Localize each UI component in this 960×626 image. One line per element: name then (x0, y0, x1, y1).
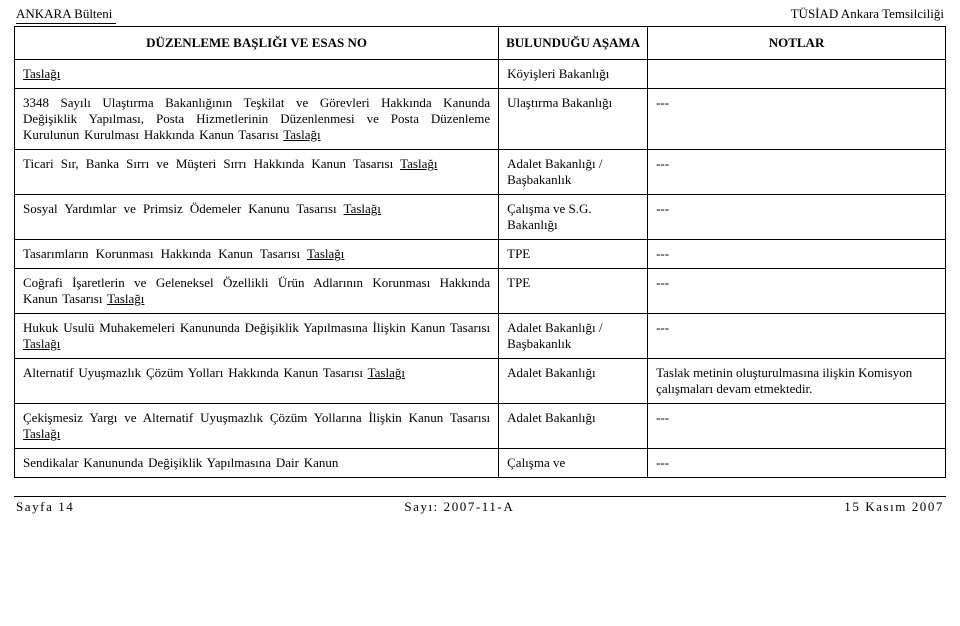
table-row: Sendikalar Kanununda Değişiklik Yapılmas… (15, 449, 946, 478)
table-row: Çekişmesiz Yargı ve Alternatif Uyuşmazlı… (15, 404, 946, 449)
regulation-stage: Çalışma ve S.G. Bakanlığı (499, 195, 648, 240)
table-row: Ticari Sır, Banka Sırrı ve Müşteri Sırrı… (15, 150, 946, 195)
regulation-stage: Ulaştırma Bakanlığı (499, 89, 648, 150)
col-header-title: DÜZENLEME BAŞLIĞI VE ESAS NO (15, 27, 499, 60)
regulation-notes: --- (648, 314, 946, 359)
regulation-title: Hukuk Usulü Muhakemeleri Kanununda Değiş… (15, 314, 499, 359)
regulation-notes: --- (648, 89, 946, 150)
page-footer: Sayfa 14 Sayı: 2007-11-A 15 Kasım 2007 (14, 496, 946, 515)
col-header-stage: BULUNDUĞU AŞAMA (499, 27, 648, 60)
regulation-title: Taslağı (15, 60, 499, 89)
regulation-title: 3348 Sayılı Ulaştırma Bakanlığının Teşki… (15, 89, 499, 150)
table-row: TaslağıKöyişleri Bakanlığı (15, 60, 946, 89)
regulation-stage: Adalet Bakanlığı (499, 404, 648, 449)
page-header: ANKARA Bülteni TÜSİAD Ankara Temsilciliğ… (14, 6, 946, 24)
regulation-stage: Adalet Bakanlığı / Başbakanlık (499, 314, 648, 359)
regulation-stage: TPE (499, 269, 648, 314)
regulation-title: Tasarımların Korunması Hakkında Kanun Ta… (15, 240, 499, 269)
regulation-stage: Çalışma ve (499, 449, 648, 478)
regulation-notes: --- (648, 449, 946, 478)
table-row: Tasarımların Korunması Hakkında Kanun Ta… (15, 240, 946, 269)
footer-page: Sayfa 14 (16, 499, 74, 515)
regulations-table: DÜZENLEME BAŞLIĞI VE ESAS NO BULUNDUĞU A… (14, 26, 946, 478)
regulation-title: Çekişmesiz Yargı ve Alternatif Uyuşmazlı… (15, 404, 499, 449)
regulation-title: Coğrafi İşaretlerin ve Geleneksel Özelli… (15, 269, 499, 314)
table-row: 3348 Sayılı Ulaştırma Bakanlığının Teşki… (15, 89, 946, 150)
regulation-notes: Taslak metinin oluşturulmasına ilişkin K… (648, 359, 946, 404)
header-right: TÜSİAD Ankara Temsilciliği (791, 6, 944, 24)
footer-issue: Sayı: 2007-11-A (404, 499, 514, 515)
table-row: Sosyal Yardımlar ve Primsiz Ödemeler Kan… (15, 195, 946, 240)
regulation-notes: --- (648, 404, 946, 449)
regulation-notes: --- (648, 150, 946, 195)
table-row: Hukuk Usulü Muhakemeleri Kanununda Değiş… (15, 314, 946, 359)
regulation-notes (648, 60, 946, 89)
regulation-stage: Adalet Bakanlığı (499, 359, 648, 404)
col-header-notes: NOTLAR (648, 27, 946, 60)
regulation-title: Sosyal Yardımlar ve Primsiz Ödemeler Kan… (15, 195, 499, 240)
regulation-title: Ticari Sır, Banka Sırrı ve Müşteri Sırrı… (15, 150, 499, 195)
table-row: Alternatif Uyuşmazlık Çözüm Yolları Hakk… (15, 359, 946, 404)
regulation-title: Alternatif Uyuşmazlık Çözüm Yolları Hakk… (15, 359, 499, 404)
regulation-stage: Adalet Bakanlığı / Başbakanlık (499, 150, 648, 195)
regulation-notes: --- (648, 240, 946, 269)
footer-date: 15 Kasım 2007 (844, 499, 944, 515)
regulation-stage: Köyişleri Bakanlığı (499, 60, 648, 89)
header-left: ANKARA Bülteni (16, 6, 116, 24)
regulation-notes: --- (648, 195, 946, 240)
regulation-title: Sendikalar Kanununda Değişiklik Yapılmas… (15, 449, 499, 478)
regulation-notes: --- (648, 269, 946, 314)
table-header-row: DÜZENLEME BAŞLIĞI VE ESAS NO BULUNDUĞU A… (15, 27, 946, 60)
table-row: Coğrafi İşaretlerin ve Geleneksel Özelli… (15, 269, 946, 314)
regulation-stage: TPE (499, 240, 648, 269)
